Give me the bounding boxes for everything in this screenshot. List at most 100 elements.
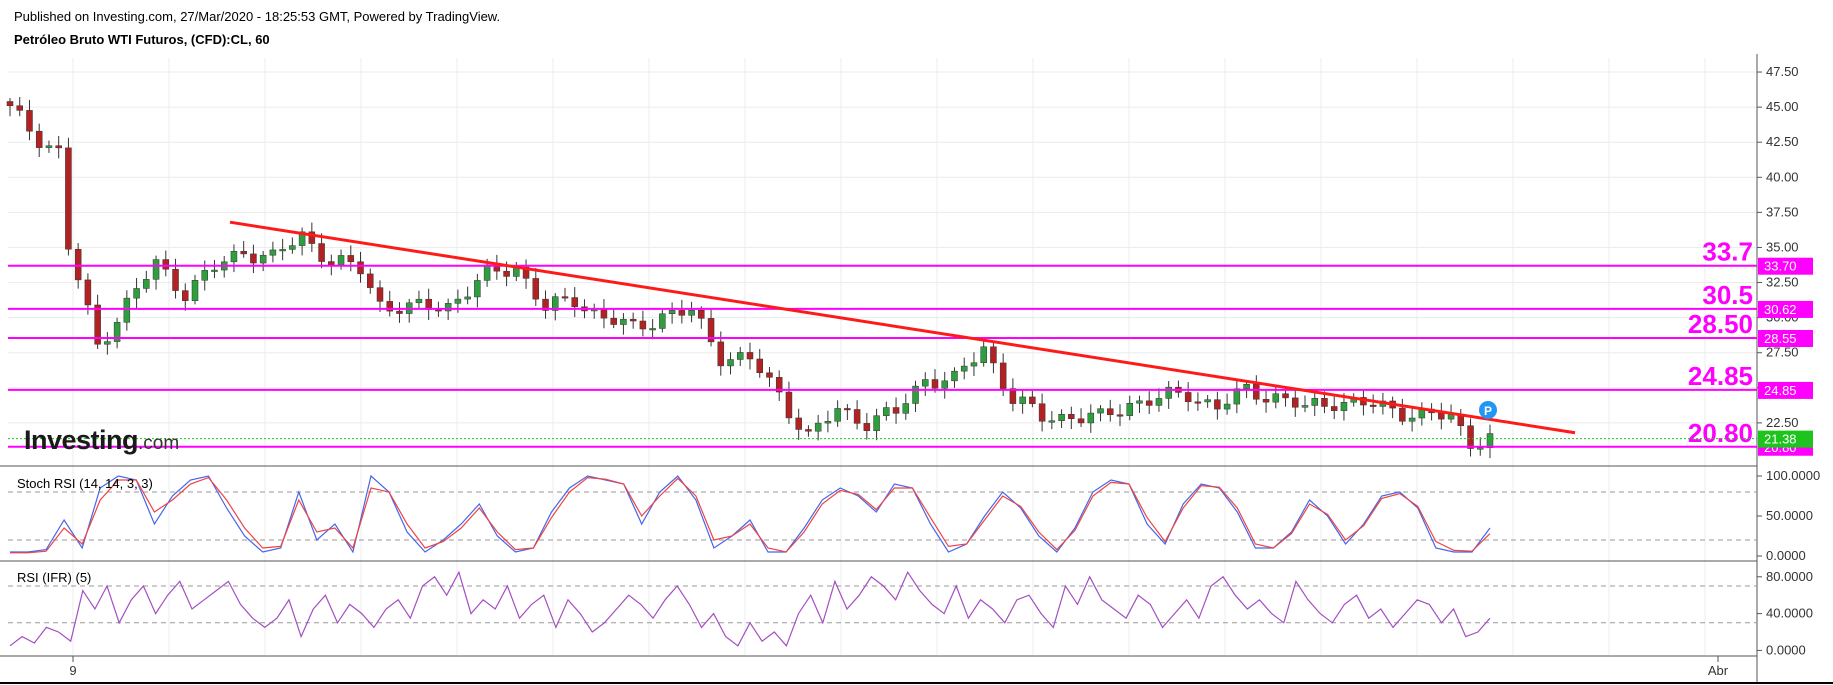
candle-body: [1321, 398, 1328, 407]
candle-body: [552, 296, 559, 311]
candle-body: [629, 318, 637, 322]
candle-body: [16, 105, 23, 111]
candle-body: [1233, 388, 1241, 405]
candle-body: [1438, 412, 1445, 420]
level-annotation: 20.80: [1688, 418, 1753, 448]
candle-body: [289, 245, 296, 250]
p-marker-icon: [1479, 401, 1497, 419]
candle-body: [1311, 398, 1318, 406]
osc-tick-label: 0.0000: [1766, 642, 1806, 657]
osc-tick-label: 40.0000: [1766, 606, 1813, 621]
candle-body: [1262, 399, 1270, 403]
osc-tick-label: 50.0000: [1766, 508, 1813, 523]
candle-body: [775, 377, 783, 393]
candle-body: [610, 317, 617, 325]
candle-body: [688, 309, 695, 316]
candle-body: [1145, 400, 1153, 406]
candle-body: [1019, 396, 1026, 404]
candle-body: [1301, 405, 1309, 408]
symbol-title: Petróleo Bruto WTI Futuros, (CFD):CL, 60: [14, 32, 270, 47]
candle-body: [990, 346, 997, 364]
candle-body: [1077, 418, 1085, 424]
candle-body: [1292, 397, 1299, 408]
series-line-rsi: [9, 570, 1491, 647]
candle-body: [74, 248, 82, 281]
candle-body: [6, 101, 14, 106]
candle-body: [1068, 414, 1075, 419]
osc-tick-label: 80.0000: [1766, 569, 1813, 584]
candle-body: [259, 254, 267, 264]
series-line-k: [10, 474, 1491, 554]
candle-body: [143, 279, 150, 289]
candle-body: [328, 261, 335, 266]
candle-body: [1165, 386, 1172, 399]
candle-body: [766, 372, 773, 378]
candle-body: [746, 352, 754, 360]
candle-body: [863, 423, 871, 431]
candle-body: [1408, 417, 1416, 422]
candle-body: [483, 264, 491, 281]
price-tick-label: 45.00: [1766, 99, 1799, 114]
candle-body: [1048, 420, 1056, 423]
price-tick-label: 27.50: [1766, 345, 1799, 360]
candle-body: [318, 243, 325, 262]
price-tick-label: 47.50: [1766, 64, 1799, 79]
series-line-d: [10, 476, 1491, 554]
level-axis-tag: [1758, 381, 1813, 399]
candle-body: [298, 231, 306, 246]
candle-body: [1136, 400, 1143, 404]
published-note: Published on Investing.com, 27/Mar/2020 …: [14, 9, 501, 24]
candle-body: [94, 304, 101, 345]
stoch-rsi-title: Stoch RSI (14, 14, 3, 3): [17, 476, 153, 491]
candle-body: [162, 259, 170, 270]
osc-tick-label: 100.0000: [1766, 468, 1820, 483]
candle-body: [941, 380, 948, 389]
candle-body: [474, 280, 481, 298]
candle-body: [1467, 425, 1474, 449]
candle-body: [182, 290, 189, 301]
candle-body: [814, 422, 822, 432]
candle-body: [503, 270, 510, 277]
candle-body: [1477, 447, 1484, 450]
candle-body: [659, 313, 666, 329]
level-annotation: 28.50: [1688, 309, 1753, 339]
candle-body: [785, 391, 793, 419]
candle-body: [902, 403, 910, 414]
candle-body: [1486, 433, 1494, 449]
candle-body: [999, 362, 1007, 389]
candle-body: [337, 255, 345, 266]
candle-body: [1194, 401, 1202, 404]
candle-body: [104, 341, 111, 345]
candle-body: [347, 255, 355, 262]
candle-body: [1009, 388, 1017, 404]
candle-body: [960, 365, 968, 372]
candle-body: [386, 301, 393, 312]
candle-body: [951, 370, 958, 382]
candle-body: [65, 147, 72, 250]
candle-body: [892, 407, 900, 414]
candle-body: [123, 297, 131, 323]
investing-logo: Investing.com: [24, 425, 179, 456]
candle-body: [84, 279, 92, 306]
rsi-title: RSI (IFR) (5): [17, 570, 92, 585]
last-price-tag: [1758, 430, 1813, 448]
candle-body: [873, 415, 880, 431]
candle-body: [668, 310, 676, 314]
candle-body: [571, 297, 578, 308]
candle-body: [1330, 406, 1338, 411]
level-axis-label: 30.62: [1764, 302, 1797, 317]
price-tick-label: 42.50: [1766, 134, 1799, 149]
candle-body: [454, 298, 462, 304]
candle-body: [376, 287, 384, 302]
candle-body: [1116, 414, 1124, 417]
candle-body: [357, 261, 364, 275]
candle-body: [853, 409, 861, 424]
candle-body: [980, 346, 987, 363]
candle-body: [737, 352, 744, 360]
candle-body: [912, 385, 919, 404]
level-axis-label: 24.85: [1764, 383, 1797, 398]
level-annotation: 33.7: [1702, 237, 1753, 267]
candle-body: [756, 358, 763, 374]
